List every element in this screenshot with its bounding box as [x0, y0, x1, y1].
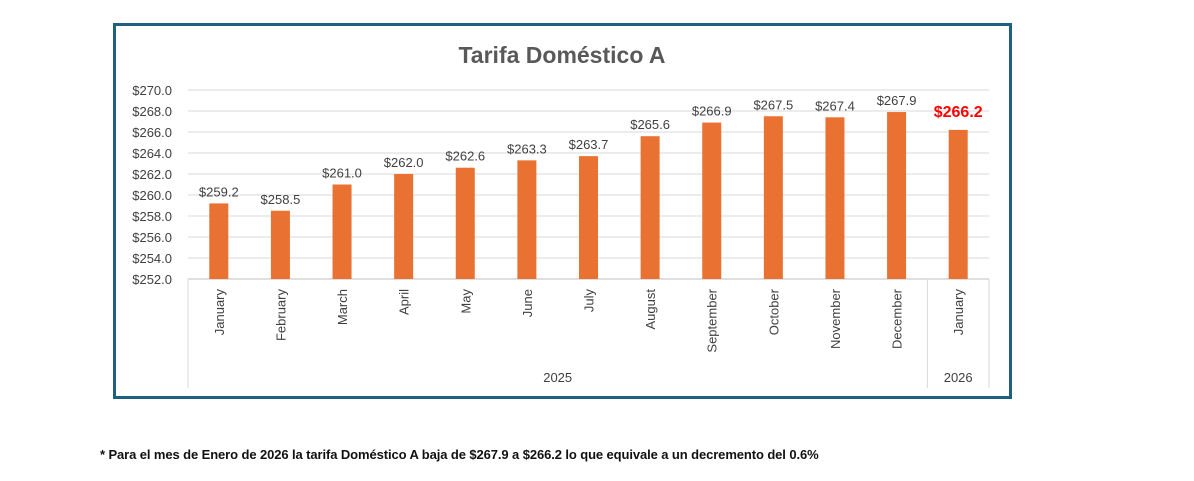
footnote: * Para el mes de Enero de 2026 la tarifa… — [100, 447, 819, 462]
data-label: $267.5 — [753, 97, 793, 112]
y-tick-label: $254.0 — [132, 251, 172, 266]
data-label: $265.6 — [630, 117, 670, 132]
bar — [332, 184, 352, 279]
data-label: $266.9 — [692, 104, 732, 119]
bar — [640, 136, 660, 279]
data-label: $262.6 — [445, 149, 485, 164]
data-label: $266.2 — [934, 104, 983, 121]
data-label: $267.9 — [877, 93, 917, 108]
data-label: $259.2 — [199, 184, 239, 199]
x-tick-label: February — [273, 289, 288, 342]
x-tick-label: January — [212, 289, 227, 336]
chart-container: Tarifa Doméstico A $259.2 $258.5 $261.0 $26… — [113, 23, 1012, 399]
chart-title: Tarifa Doméstico A — [458, 42, 665, 68]
x-tick-label: July — [582, 289, 597, 313]
data-label: $263.7 — [569, 137, 609, 152]
x-tick-label: April — [397, 289, 412, 315]
bar — [579, 156, 598, 279]
data-label: $267.4 — [815, 98, 855, 113]
bar — [948, 129, 968, 279]
data-label: $262.0 — [384, 155, 424, 170]
y-tick-label: $264.0 — [132, 146, 172, 161]
y-tick-label: $262.0 — [132, 167, 172, 182]
data-label: $263.3 — [507, 141, 547, 156]
x-tick-label: June — [520, 289, 535, 317]
x-tick-label: December — [890, 288, 905, 349]
y-tick-label: $252.0 — [132, 272, 172, 287]
x-tick-label: August — [643, 289, 658, 330]
bar-chart: Tarifa Doméstico A $259.2 $258.5 $261.0 $26… — [132, 42, 990, 388]
bar — [825, 117, 845, 279]
bar — [270, 210, 290, 279]
x-tick-label: March — [335, 289, 350, 325]
bar — [394, 174, 414, 279]
y-tick-label: $260.0 — [132, 188, 172, 203]
x-group-label: 2025 — [543, 370, 572, 385]
bar — [517, 160, 537, 279]
y-tick-label: $266.0 — [132, 125, 172, 140]
x-tick-label: November — [828, 288, 843, 349]
x-tick-label: October — [766, 288, 781, 335]
x-group-label: 2026 — [944, 370, 973, 385]
x-tick-label: January — [951, 289, 966, 336]
bar — [763, 116, 783, 279]
bar — [209, 203, 229, 279]
data-label: $258.5 — [261, 192, 301, 207]
y-tick-label: $258.0 — [132, 209, 172, 224]
x-tick-label: May — [458, 289, 473, 314]
bar — [455, 167, 475, 279]
y-tick-label: $270.0 — [132, 83, 172, 98]
data-label: $261.0 — [322, 166, 362, 181]
x-tick-label: September — [705, 288, 720, 352]
bar — [702, 122, 722, 279]
y-tick-label: $268.0 — [132, 104, 172, 119]
bar — [887, 112, 907, 279]
y-tick-label: $256.0 — [132, 230, 172, 245]
